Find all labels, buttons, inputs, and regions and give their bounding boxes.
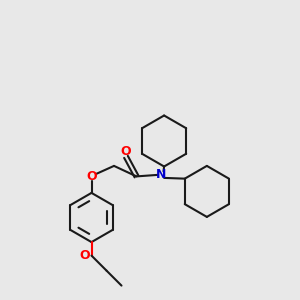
Text: O: O	[121, 145, 131, 158]
Text: O: O	[86, 170, 97, 183]
Text: O: O	[80, 249, 90, 262]
Text: N: N	[156, 168, 166, 182]
